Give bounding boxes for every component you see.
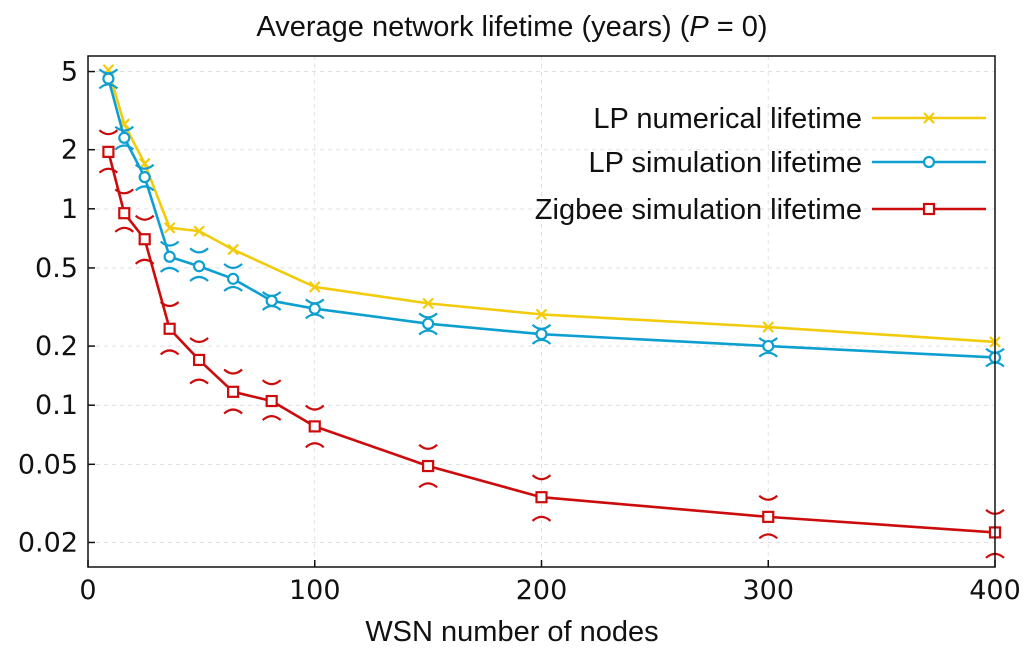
error-cap-upper	[189, 247, 209, 254]
error-cap-upper	[189, 337, 209, 344]
x-tick-label: 400	[969, 575, 1021, 606]
data-point-x	[535, 308, 548, 321]
error-cap-upper	[223, 368, 243, 375]
error-cap-upper	[223, 263, 243, 270]
series-lp-numerical-lifetime	[102, 64, 1001, 348]
error-cap-lower	[189, 275, 209, 282]
data-point-square	[922, 202, 936, 216]
data-point-square	[138, 233, 151, 246]
y-tick-label: 0.05	[18, 449, 78, 480]
chart-title: Average network lifetime (years) (P = 0)	[256, 11, 767, 43]
data-point-square	[762, 510, 775, 523]
data-point-square	[422, 459, 435, 473]
data-point-square	[163, 322, 176, 335]
error-cap-upper	[758, 494, 778, 501]
data-point-x	[762, 321, 775, 333]
x-tick-label: 200	[516, 575, 568, 606]
y-tick-label: 0.5	[35, 253, 78, 284]
y-tick-label: 1	[61, 194, 78, 225]
data-point-square	[265, 394, 278, 408]
legend-label: LP simulation lifetime	[589, 147, 862, 179]
y-tick-label: 0.2	[35, 331, 78, 362]
x-tick-label: 300	[742, 575, 794, 606]
error-cap-upper	[134, 214, 155, 221]
data-point-x	[227, 243, 239, 256]
error-cap-upper	[261, 379, 282, 386]
error-cap-upper	[159, 301, 180, 308]
error-cap-lower	[223, 285, 243, 292]
error-cap-lower	[114, 144, 135, 151]
data-point-circle	[118, 131, 131, 144]
error-cap-lower	[134, 258, 155, 265]
error-cap-upper	[159, 240, 180, 247]
error-cap-lower	[305, 442, 325, 449]
series-line	[107, 78, 996, 359]
error-cap-upper	[418, 443, 438, 450]
series-zigbee-simulation-lifetime	[98, 129, 1005, 559]
legend-label: LP numerical lifetime	[593, 103, 862, 135]
y-tick-label: 0.02	[18, 527, 78, 558]
error-cap-upper	[134, 163, 155, 170]
y-tick-label: 2	[61, 135, 78, 166]
data-point-square	[227, 385, 240, 398]
error-cap-lower	[758, 351, 778, 358]
data-point-circle	[227, 272, 240, 285]
data-point-square	[193, 353, 206, 367]
data-point-x	[138, 157, 151, 170]
data-point-x	[422, 297, 434, 310]
error-cap-lower	[758, 533, 778, 540]
data-point-square	[118, 207, 131, 220]
error-cap-lower	[98, 167, 119, 174]
y-tick-label: 5	[61, 57, 78, 88]
legend-label: Zigbee simulation lifetime	[535, 194, 862, 226]
data-point-circle	[308, 302, 321, 315]
x-axis-label: WSN number of nodes	[365, 616, 658, 648]
error-cap-upper	[305, 404, 325, 411]
y-tick-label: 0.1	[35, 390, 78, 421]
data-point-x	[308, 281, 321, 293]
axis-ticks: 0 100 200 300 400 0.02 0.05 0.1 0.2 0.5 1 2 5	[18, 57, 1021, 606]
error-cap-upper	[114, 188, 135, 195]
data-point-circle	[922, 155, 936, 169]
legend: LP numerical lifetime LP simulation lifet…	[535, 103, 986, 226]
data-point-circle	[535, 328, 548, 341]
error-cap-lower	[261, 415, 282, 421]
data-point-x	[193, 225, 205, 237]
error-cap-lower	[134, 185, 155, 192]
data-point-circle	[762, 339, 775, 353]
series-layer	[98, 64, 1005, 559]
x-tick-label: 100	[289, 575, 341, 606]
error-cap-lower	[159, 349, 180, 356]
error-cap-lower	[418, 482, 438, 489]
data-point-square	[102, 145, 115, 158]
error-cap-lower	[418, 329, 438, 336]
data-point-square	[535, 491, 548, 504]
error-cap-lower	[114, 226, 135, 233]
error-cap-lower	[159, 266, 180, 273]
error-cap-upper	[98, 129, 119, 136]
data-point-x	[923, 112, 935, 124]
error-cap-lower	[531, 515, 552, 522]
grid	[87, 56, 996, 567]
data-point-circle	[138, 171, 151, 184]
x-tick-label: 0	[79, 575, 96, 606]
data-point-circle	[422, 317, 435, 330]
error-cap-lower	[189, 378, 209, 385]
data-point-circle	[163, 250, 176, 263]
data-point-circle	[193, 260, 206, 273]
error-cap-lower	[305, 313, 325, 320]
data-point-x	[163, 222, 176, 234]
data-point-circle	[265, 294, 278, 307]
error-cap-lower	[223, 408, 243, 415]
data-point-circle	[102, 72, 115, 85]
data-point-square	[308, 420, 321, 433]
error-cap-lower	[531, 338, 552, 345]
error-cap-upper	[114, 125, 135, 132]
error-cap-upper	[531, 474, 552, 481]
error-cap-upper	[418, 312, 438, 319]
series-lp-simulation-lifetime	[98, 68, 1005, 368]
